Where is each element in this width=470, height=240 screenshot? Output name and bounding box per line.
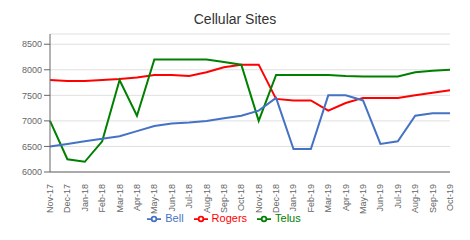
svg-text:May-19: May-19 (358, 184, 368, 214)
svg-text:Feb-18: Feb-18 (97, 184, 107, 213)
svg-text:8000: 8000 (22, 65, 42, 75)
svg-text:Jul-19: Jul-19 (393, 184, 403, 209)
svg-text:Apr-18: Apr-18 (132, 184, 142, 211)
svg-text:Aug-19: Aug-19 (410, 184, 420, 213)
svg-text:8500: 8500 (22, 39, 42, 49)
svg-text:Dec-18: Dec-18 (271, 184, 281, 213)
svg-text:Sep-18: Sep-18 (219, 184, 229, 213)
svg-text:Sep-19: Sep-19 (428, 184, 438, 213)
svg-text:7000: 7000 (22, 116, 42, 126)
svg-text:Apr-19: Apr-19 (341, 184, 351, 211)
svg-text:Mar-18: Mar-18 (115, 184, 125, 213)
svg-text:Nov-18: Nov-18 (254, 184, 264, 213)
svg-text:Dec-17: Dec-17 (62, 184, 72, 213)
html-text:Rogers: Rogers (211, 212, 248, 224)
svg-text:Mar-19: Mar-19 (323, 184, 333, 213)
svg-text:May-18: May-18 (149, 184, 159, 214)
svg-text:Jan-18: Jan-18 (80, 184, 90, 212)
svg-text:7500: 7500 (22, 91, 42, 101)
html-text:Bell: Bell (165, 212, 184, 224)
svg-text:Jun-19: Jun-19 (375, 184, 385, 212)
svg-text:6500: 6500 (22, 142, 42, 152)
svg-text:6000: 6000 (22, 167, 42, 177)
svg-text:Aug-18: Aug-18 (202, 184, 212, 213)
html-text:Telus: Telus (275, 212, 301, 224)
svg-text:Nov-17: Nov-17 (45, 184, 55, 213)
svg-text:Feb-19: Feb-19 (306, 184, 316, 213)
svg-text:Oct-19: Oct-19 (445, 184, 455, 211)
svg-text:Jan-19: Jan-19 (288, 184, 298, 212)
svg-text:Jul-18: Jul-18 (184, 184, 194, 209)
svg-text:Jun-18: Jun-18 (167, 184, 177, 212)
svg-text:Oct-18: Oct-18 (236, 184, 246, 211)
html-text:Cellular Sites: Cellular Sites (193, 11, 277, 27)
